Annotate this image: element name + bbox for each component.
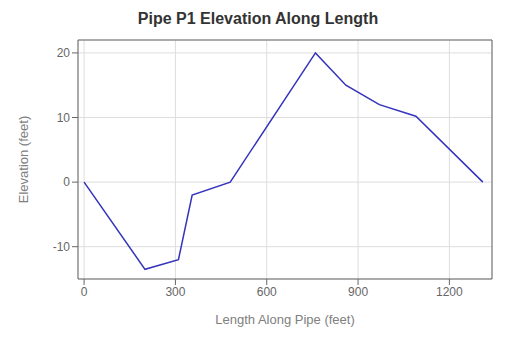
svg-text:0: 0	[81, 285, 88, 299]
svg-text:300: 300	[165, 285, 185, 299]
svg-text:Length Along Pipe (feet): Length Along Pipe (feet)	[215, 312, 355, 327]
svg-text:Elevation (feet): Elevation (feet)	[16, 116, 31, 203]
svg-text:20: 20	[57, 46, 71, 60]
svg-text:900: 900	[348, 285, 368, 299]
svg-text:600: 600	[257, 285, 277, 299]
svg-text:0: 0	[63, 175, 70, 189]
svg-text:1200: 1200	[436, 285, 463, 299]
svg-text:-10: -10	[53, 240, 71, 254]
html-text:Pipe P1 Elevation Along Length: Pipe P1 Elevation Along Length	[137, 10, 379, 27]
svg-text:10: 10	[57, 111, 71, 125]
